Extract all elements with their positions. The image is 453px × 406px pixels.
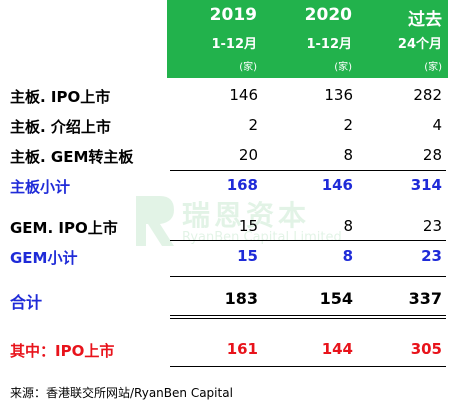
cell-2020: 154 [319, 289, 353, 308]
row-label-subtotal: 主板小计 [10, 178, 71, 196]
divider-double-bottom [170, 318, 446, 319]
cell-2020: 8 [343, 146, 353, 164]
cell-past24: 282 [413, 86, 442, 104]
cell-2019: 20 [238, 146, 258, 164]
divider-double-top [170, 315, 446, 316]
cell-past24: 314 [410, 176, 442, 194]
row-label: 主板. 介绍上市 [10, 118, 111, 136]
divider [170, 170, 446, 171]
header-span-2020: 1-12月 [306, 37, 352, 52]
cell-2019: 168 [226, 176, 258, 194]
cell-2020: 146 [321, 176, 353, 194]
header-unit-past24: (家) [424, 62, 442, 73]
header-unit-2020: (家) [334, 62, 352, 73]
cell-past24: 305 [410, 340, 442, 358]
divider [170, 276, 446, 277]
cell-past24: 337 [408, 289, 442, 308]
cell-2020: 8 [342, 247, 353, 265]
cell-2020: 8 [343, 217, 353, 235]
table-header: 2019 1-12月 (家) 2020 1-12月 (家) 过去 24个月 (家… [167, 0, 448, 78]
watermark-logo-icon [136, 196, 174, 246]
cell-2019: 161 [226, 340, 258, 358]
row-label-subtotal: GEM小计 [10, 249, 78, 267]
cell-past24: 23 [421, 247, 442, 265]
divider [170, 240, 446, 241]
row-label: 主板. GEM转主板 [10, 148, 134, 166]
header-span-2019: 1-12月 [211, 37, 257, 52]
divider [170, 366, 446, 367]
header-year-past24: 过去 [408, 10, 442, 30]
header-span-past24: 24个月 [397, 37, 442, 52]
header-year-2020: 2020 [304, 5, 352, 25]
cell-2019: 15 [237, 247, 258, 265]
header-unit-2019: (家) [239, 62, 257, 73]
cell-2019: 146 [229, 86, 258, 104]
source-note: 来源：香港联交所网站/RyanBen Capital [10, 386, 233, 400]
row-label-total: 合计 [10, 293, 43, 312]
row-label: GEM. IPO上市 [10, 219, 118, 237]
row-label: 主板. IPO上市 [10, 88, 111, 106]
cell-2020: 144 [321, 340, 353, 358]
cell-2019: 183 [224, 289, 258, 308]
cell-2019: 15 [238, 217, 258, 235]
header-year-2019: 2019 [209, 5, 257, 25]
cell-2019: 2 [248, 116, 258, 134]
cell-past24: 28 [422, 146, 442, 164]
cell-past24: 23 [422, 217, 442, 235]
cell-2020: 2 [343, 116, 353, 134]
cell-2020: 136 [324, 86, 353, 104]
row-label-ipo: 其中：IPO上市 [10, 342, 115, 360]
cell-past24: 4 [432, 116, 442, 134]
